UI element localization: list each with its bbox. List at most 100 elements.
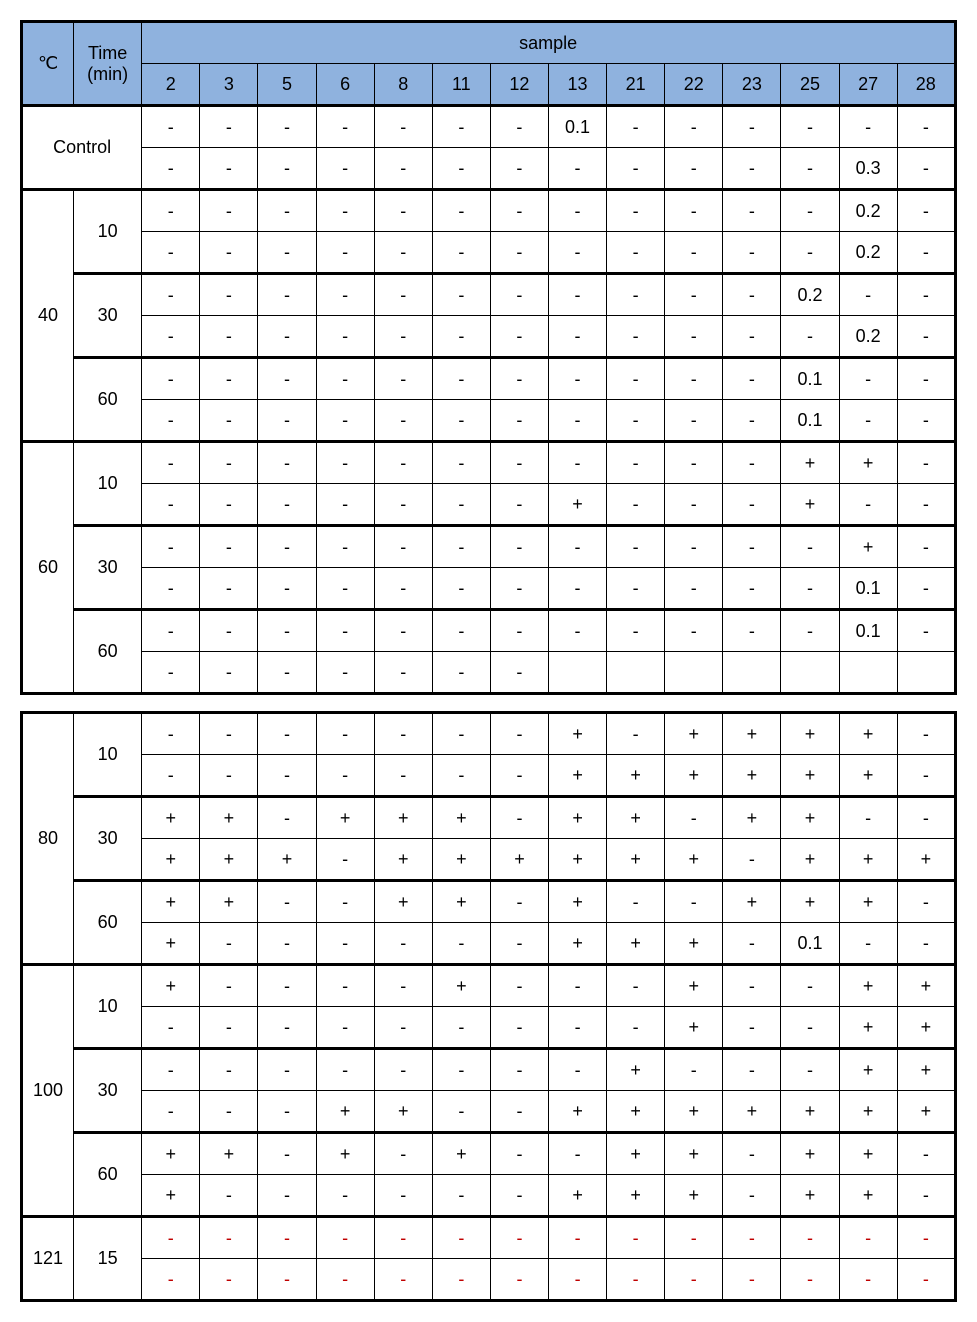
data-cell: + bbox=[548, 484, 606, 526]
data-cell: - bbox=[374, 400, 432, 442]
data-cell: - bbox=[142, 713, 200, 755]
data-cell: + bbox=[142, 923, 200, 965]
data-cell: - bbox=[200, 1175, 258, 1217]
data-cell: - bbox=[258, 106, 316, 148]
data-cell: - bbox=[781, 568, 839, 610]
data-cell: - bbox=[316, 148, 374, 190]
data-cell: - bbox=[432, 274, 490, 316]
data-cell: - bbox=[490, 442, 548, 484]
data-cell: - bbox=[142, 1217, 200, 1259]
data-cell: - bbox=[200, 358, 258, 400]
data-cell: + bbox=[665, 965, 723, 1007]
data-cell: - bbox=[374, 1217, 432, 1259]
data-cell: - bbox=[548, 358, 606, 400]
data-cell: - bbox=[200, 148, 258, 190]
data-cell: - bbox=[607, 610, 665, 652]
data-cell: + bbox=[839, 965, 897, 1007]
data-cell: - bbox=[374, 190, 432, 232]
data-cell: - bbox=[374, 442, 432, 484]
data-cell: - bbox=[549, 965, 607, 1007]
header-col-28: 28 bbox=[897, 64, 955, 106]
data-cell: - bbox=[200, 923, 258, 965]
data-cell: + bbox=[432, 965, 490, 1007]
data-cell: - bbox=[258, 1007, 316, 1049]
data-cell: - bbox=[665, 610, 723, 652]
data-cell: - bbox=[723, 358, 781, 400]
data-cell: - bbox=[839, 274, 897, 316]
data-cell: - bbox=[374, 713, 432, 755]
data-cell: - bbox=[316, 1007, 374, 1049]
data-cell: + bbox=[316, 1091, 374, 1133]
data-cell: - bbox=[839, 106, 897, 148]
header-col-5: 5 bbox=[258, 64, 316, 106]
data-cell: - bbox=[374, 1049, 432, 1091]
data-cell: 0.2 bbox=[781, 274, 839, 316]
data-cell: - bbox=[490, 568, 548, 610]
header-col-27: 27 bbox=[839, 64, 897, 106]
data-cell: - bbox=[607, 148, 665, 190]
data-cell: - bbox=[607, 316, 665, 358]
data-table-2: 8010-------+-++++--------++++++-30++-+++… bbox=[20, 711, 957, 1302]
data-cell: + bbox=[665, 1175, 723, 1217]
data-cell: - bbox=[723, 1175, 781, 1217]
data-cell: - bbox=[200, 1007, 258, 1049]
data-cell: - bbox=[897, 400, 955, 442]
data-cell: - bbox=[897, 232, 955, 274]
data-cell: - bbox=[607, 190, 665, 232]
data-cell: - bbox=[665, 484, 723, 526]
data-cell: - bbox=[607, 400, 665, 442]
data-cell: - bbox=[897, 148, 955, 190]
header-sample: sample bbox=[142, 22, 956, 64]
data-cell: + bbox=[781, 442, 839, 484]
data-cell: - bbox=[432, 484, 490, 526]
data-cell: - bbox=[432, 442, 490, 484]
data-cell: + bbox=[665, 1133, 723, 1175]
data-cell: - bbox=[665, 232, 723, 274]
data-cell: - bbox=[200, 1217, 258, 1259]
data-cell: + bbox=[839, 1007, 897, 1049]
data-cell: - bbox=[490, 881, 548, 923]
data-cell: - bbox=[490, 190, 548, 232]
data-cell: - bbox=[142, 526, 200, 568]
data-cell: + bbox=[432, 839, 490, 881]
data-cell: - bbox=[723, 316, 781, 358]
data-cell: - bbox=[897, 881, 955, 923]
data-cell: - bbox=[548, 274, 606, 316]
data-cell: - bbox=[723, 923, 781, 965]
data-cell: - bbox=[665, 881, 723, 923]
data-cell: - bbox=[490, 274, 548, 316]
data-cell: - bbox=[200, 316, 258, 358]
data-cell: + bbox=[723, 797, 781, 839]
data-cell: + bbox=[607, 839, 665, 881]
data-cell: - bbox=[723, 839, 781, 881]
data-cell: - bbox=[490, 1217, 548, 1259]
data-cell: - bbox=[258, 881, 316, 923]
data-cell: - bbox=[839, 797, 897, 839]
header-col-8: 8 bbox=[374, 64, 432, 106]
data-cell: - bbox=[432, 652, 490, 694]
data-cell: - bbox=[374, 148, 432, 190]
data-cell: - bbox=[607, 526, 665, 568]
data-cell: + bbox=[142, 1133, 200, 1175]
data-cell: + bbox=[665, 1091, 723, 1133]
data-cell: - bbox=[258, 1217, 316, 1259]
data-cell: - bbox=[665, 358, 723, 400]
data-cell: - bbox=[781, 1007, 839, 1049]
data-cell: - bbox=[548, 190, 606, 232]
data-cell: - bbox=[607, 442, 665, 484]
data-cell: - bbox=[432, 358, 490, 400]
data-cell: - bbox=[723, 965, 781, 1007]
time-cell: 10 bbox=[74, 965, 142, 1049]
data-cell: - bbox=[781, 106, 839, 148]
data-cell: - bbox=[490, 610, 548, 652]
data-cell: - bbox=[723, 148, 781, 190]
data-cell: 0.2 bbox=[839, 316, 897, 358]
data-cell: - bbox=[200, 484, 258, 526]
data-cell: - bbox=[200, 1049, 258, 1091]
data-cell: + bbox=[897, 965, 955, 1007]
data-cell: + bbox=[607, 923, 665, 965]
data-cell: - bbox=[607, 713, 665, 755]
data-cell: - bbox=[432, 568, 490, 610]
data-cell: + bbox=[316, 1133, 374, 1175]
data-cell: 0.1 bbox=[781, 923, 839, 965]
